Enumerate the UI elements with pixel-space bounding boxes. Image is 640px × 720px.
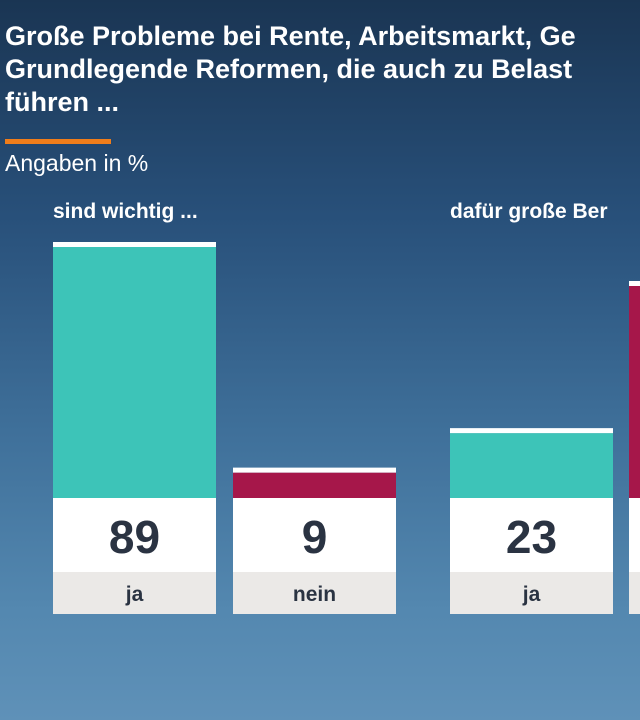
bar-1-nein-partial [629, 286, 640, 498]
bar-cap-1-ja [450, 428, 613, 434]
value-box-1-ja [450, 498, 613, 572]
value-box-0-ja [53, 498, 216, 572]
bar-cap-1-nein-partial [629, 281, 640, 286]
data-label-0-nein: 9 [302, 511, 328, 563]
category-box-0-ja [53, 572, 216, 614]
bar-0-ja [53, 247, 216, 498]
category-label-1-ja: ja [522, 583, 541, 606]
value-box-1-nein-partial [629, 498, 640, 572]
data-label-1-ja: 23 [506, 511, 557, 563]
accent-bar [5, 139, 111, 144]
bar-cap-0-ja [53, 242, 216, 247]
chart-subtitle: Angaben in % [5, 150, 149, 176]
bar-cap-0-nein [233, 467, 396, 473]
bar-0-nein [233, 472, 396, 498]
category-box-0-nein [233, 572, 396, 614]
group-label-sind-wichtig: sind wichtig ... [53, 200, 198, 223]
category-box-1-ja [450, 572, 613, 614]
group-label-dafuer-grosse-belastungen: dafür große Ber [450, 200, 608, 223]
chart-title: Große Probleme bei Rente, Arbeitsmarkt, … [5, 21, 576, 117]
category-label-0-nein: nein [293, 583, 336, 606]
bar-1-ja [450, 433, 613, 498]
value-box-0-nein [233, 498, 396, 572]
category-label-0-ja: ja [125, 583, 144, 606]
data-label-0-ja: 89 [109, 511, 160, 563]
category-box-1-nein-partial [629, 572, 640, 614]
